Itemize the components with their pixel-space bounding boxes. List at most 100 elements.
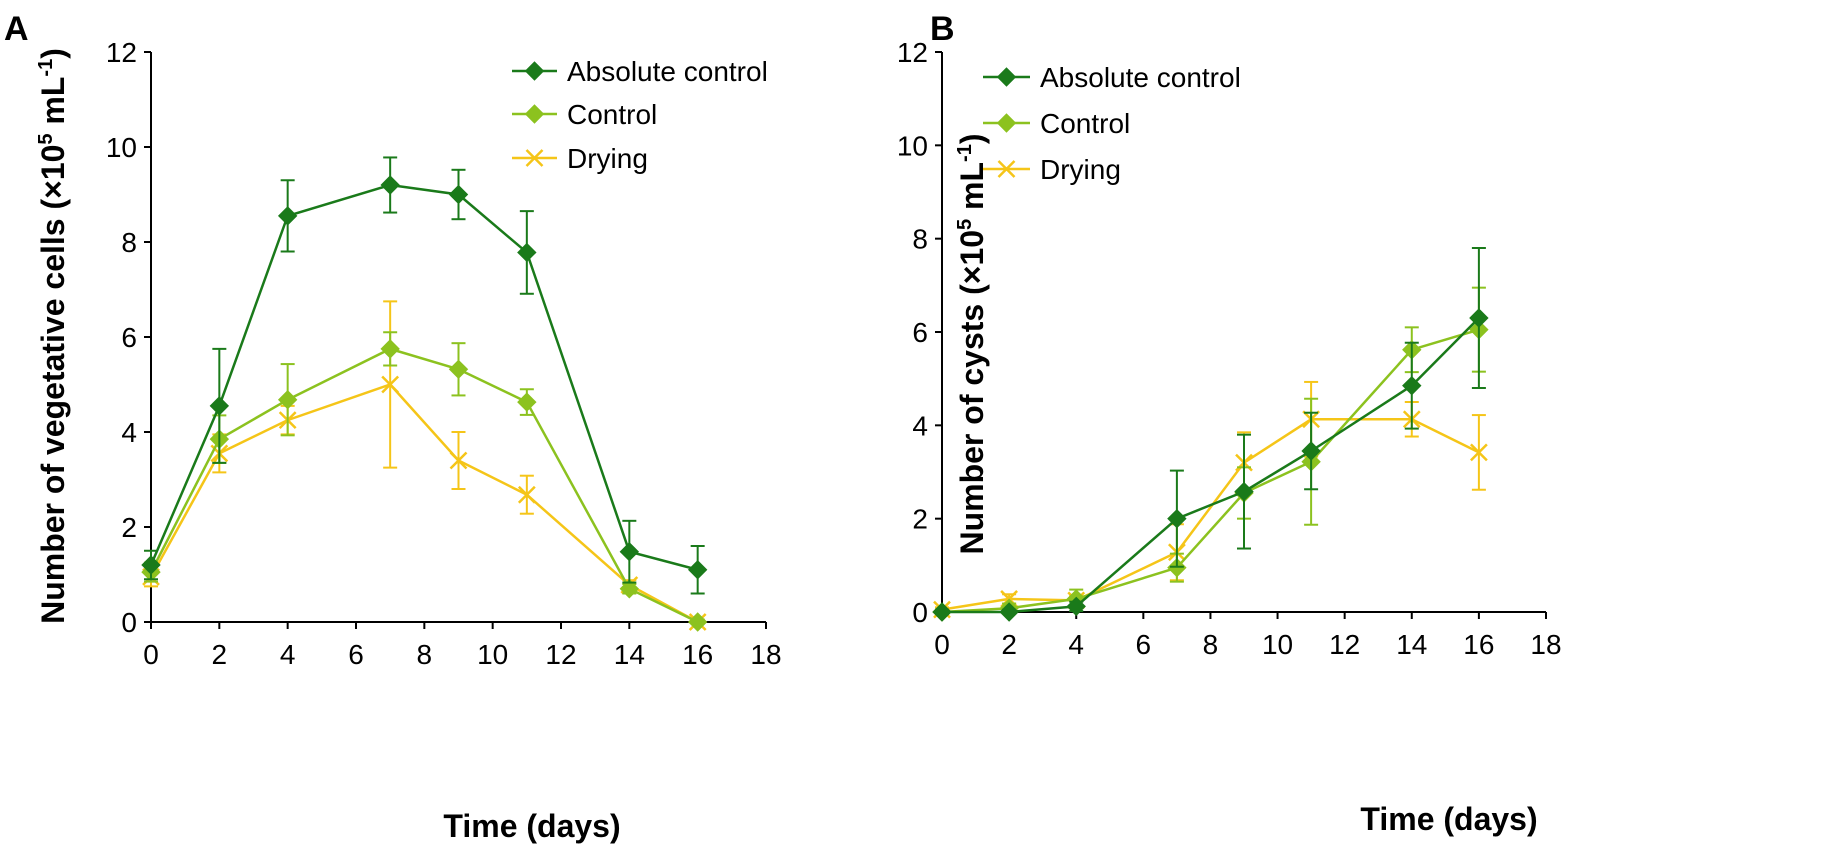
panel-a-point-control <box>517 392 537 412</box>
panel-a-x-tick-label: 18 <box>750 639 781 670</box>
panel-a-legend-item-control: Control <box>512 99 657 130</box>
panel-a-y-ticks: 0 2 4 6 8 10 12 <box>106 37 151 638</box>
panel-a-legend-item-drying: Drying <box>512 143 648 174</box>
panel-b-point-drying <box>1470 443 1488 462</box>
panel-a-legend-label: Drying <box>567 143 648 174</box>
panel-a-series-drying <box>142 300 707 631</box>
panel-a-legend-label: Control <box>567 99 657 130</box>
panel-b-line-absolute-control <box>942 317 1480 614</box>
panel-a-x-tick-label: 4 <box>280 639 296 670</box>
panel-a-y-tick-label: 10 <box>106 132 137 163</box>
panel-a-point-drying <box>517 485 536 504</box>
panel-a-line-control <box>149 347 699 624</box>
panel-a-legend-marker-control <box>524 104 545 124</box>
panel-b-x-tick-label: 6 <box>1136 629 1152 660</box>
panel-a-plot <box>141 156 708 632</box>
panel-b-legend-marker-drying <box>997 160 1016 178</box>
panel-b-point-absolute-control <box>999 602 1019 622</box>
panel-b-legend-label: Absolute control <box>1040 62 1241 93</box>
panel-b-y-tick-label: 12 <box>897 37 928 68</box>
panel-b-x-axis-label: Time (days) <box>1360 801 1537 837</box>
panel-b-x-tick-label: 2 <box>1001 629 1017 660</box>
panel-b-point-absolute-control <box>1066 596 1086 617</box>
panel-a-x-tick-label: 2 <box>212 639 228 670</box>
panel-b-x-tick-label: 4 <box>1068 629 1084 660</box>
panel-b-y-tick-label: 2 <box>912 504 928 535</box>
panel-b-x-tick-label: 18 <box>1530 629 1561 660</box>
panel-b-point-absolute-control <box>1469 308 1489 328</box>
panel-a-point-control <box>380 339 400 359</box>
panel-b-line-control <box>941 328 1480 614</box>
panel-b-letter: B <box>930 10 955 48</box>
panel-b-y-tick-label: 0 <box>912 597 928 628</box>
panel-a-point-control <box>448 359 469 380</box>
panel-b-x-tick-label: 16 <box>1463 629 1494 660</box>
panel-b-point-absolute-control <box>1301 441 1321 461</box>
panel-a-point-drying <box>449 451 468 470</box>
panel-a-legend: Absolute control Control Drying <box>512 56 768 174</box>
panel-a-legend-item-absolute-control: Absolute control <box>512 56 768 87</box>
panel-a-y-tick-label: 0 <box>121 607 137 638</box>
panel-b-y-tick-label: 4 <box>912 410 928 441</box>
panel-b-x-tick-label: 8 <box>1203 629 1219 660</box>
panel-b-point-absolute-control <box>932 602 952 622</box>
panel-b-legend-marker-absolute-control <box>996 67 1017 87</box>
panel-b-legend: Absolute control Control Drying <box>983 62 1241 185</box>
panel-a-y-tick-label: 2 <box>121 512 137 543</box>
panel-a-y-tick-label: 8 <box>121 227 137 258</box>
panel-b-series-drying <box>933 380 1488 619</box>
panel-b-line-drying <box>941 418 1480 611</box>
panel-b-plot <box>932 247 1489 622</box>
panel-b-legend-marker-control <box>996 113 1017 133</box>
panel-b-series-control <box>932 286 1489 622</box>
panel-a-legend-label: Absolute control <box>567 56 768 87</box>
panel-a-x-tick-label: 0 <box>143 639 159 670</box>
panel-b-x-tick-label: 14 <box>1396 629 1427 660</box>
panel-a-point-drying <box>381 375 400 394</box>
panel-b-x-tick-label: 12 <box>1329 629 1360 660</box>
panel-a-y-axis-label: Number of vegetative cells (×105 mL-1) <box>35 48 71 624</box>
panel-b-y-tick-label: 10 <box>897 130 928 161</box>
panel-a-x-tick-label: 10 <box>477 639 508 670</box>
panel-b-x-tick-label: 0 <box>934 629 950 660</box>
panel-b-point-absolute-control <box>1167 508 1187 529</box>
panel-a-point-absolute-control <box>209 396 230 416</box>
panel-a-line-absolute-control <box>149 183 698 571</box>
panel-a-x-tick-label: 12 <box>545 639 576 670</box>
panel-b-x-tick-label: 10 <box>1262 629 1293 660</box>
panel-a-series-absolute-control <box>141 156 708 595</box>
panel-a-x-ticks: 0 2 4 6 8 10 12 14 16 18 <box>143 622 782 670</box>
panel-a-point-absolute-control <box>448 184 469 205</box>
panel-b-x-ticks: 0 2 4 6 8 10 12 14 16 18 <box>934 612 1562 660</box>
panel-a-x-tick-label: 6 <box>348 639 364 670</box>
panel-a-x-tick-label: 14 <box>614 639 645 670</box>
panel-a-legend-marker-drying <box>525 149 544 167</box>
panel-a-y-tick-label: 4 <box>121 417 137 448</box>
panel-a-point-control <box>687 612 708 632</box>
panel-b-legend-item-control: Control <box>983 108 1130 139</box>
panel-a-point-absolute-control <box>277 206 298 226</box>
panel-a-y-tick-label: 12 <box>106 37 137 68</box>
panel-a-point-absolute-control <box>141 555 161 575</box>
panel-b-axes <box>941 52 1546 613</box>
panel-b-series-absolute-control <box>932 247 1489 622</box>
panel-b-y-axis-label: Number of cysts (×105 mL-1) <box>954 133 990 554</box>
panel-a-x-axis-label: Time (days) <box>443 808 620 844</box>
panel-a-point-control <box>277 389 298 410</box>
panel-b-y-tick-label: 8 <box>912 224 928 255</box>
panel-a-x-tick-label: 8 <box>417 639 433 670</box>
panel-b-y-tick-label: 6 <box>912 317 928 348</box>
panel-b-point-absolute-control <box>1402 375 1422 396</box>
panel-a-y-tick-label: 6 <box>121 322 137 353</box>
panel-b-y-ticks: 0 2 4 6 8 10 12 <box>897 37 942 628</box>
panel-a-axes <box>150 52 766 623</box>
panel-b-legend-label: Control <box>1040 108 1130 139</box>
panel-b-legend-item-drying: Drying <box>983 154 1121 185</box>
panel-b-point-absolute-control <box>1234 481 1254 502</box>
panel-a-point-control <box>619 579 640 599</box>
panel-a-point-absolute-control <box>380 175 400 195</box>
panel-b-legend-item-absolute-control: Absolute control <box>983 62 1241 93</box>
